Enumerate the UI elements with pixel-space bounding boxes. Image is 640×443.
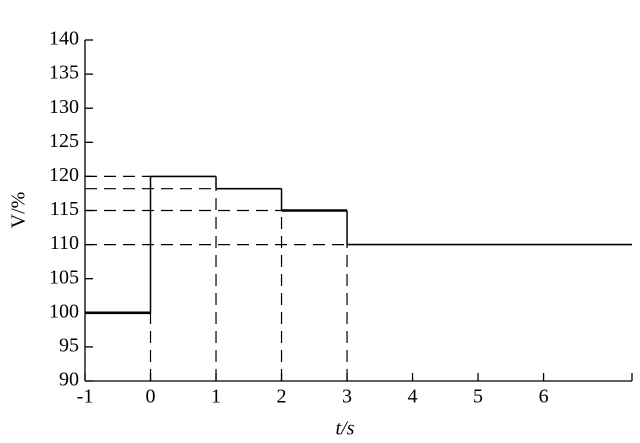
y-tick-label: 120: [49, 164, 79, 186]
y-axis-label: V/%: [8, 192, 30, 229]
x-tick-label: -1: [77, 386, 94, 408]
y-tick-label: 125: [49, 130, 79, 152]
x-tick-label: 4: [408, 386, 418, 408]
y-tick-label: 140: [49, 28, 79, 50]
x-tick-label: 0: [146, 386, 156, 408]
x-tick-label: 6: [539, 386, 549, 408]
x-tick-label: 2: [277, 386, 287, 408]
y-tick-label: 135: [49, 62, 79, 84]
y-tick-label: 100: [49, 300, 79, 322]
y-tick-label: 95: [59, 334, 79, 356]
x-tick-label: 3: [342, 386, 352, 408]
y-tick-label: 130: [49, 96, 79, 118]
y-tick-label: 90: [59, 369, 79, 391]
x-axis-label: t/s: [336, 418, 355, 440]
y-tick-label: 105: [49, 266, 79, 288]
x-tick-label: 1: [211, 386, 221, 408]
y-tick-label: 110: [50, 232, 79, 254]
x-tick-label: 5: [473, 386, 483, 408]
y-tick-label: 115: [50, 198, 79, 220]
